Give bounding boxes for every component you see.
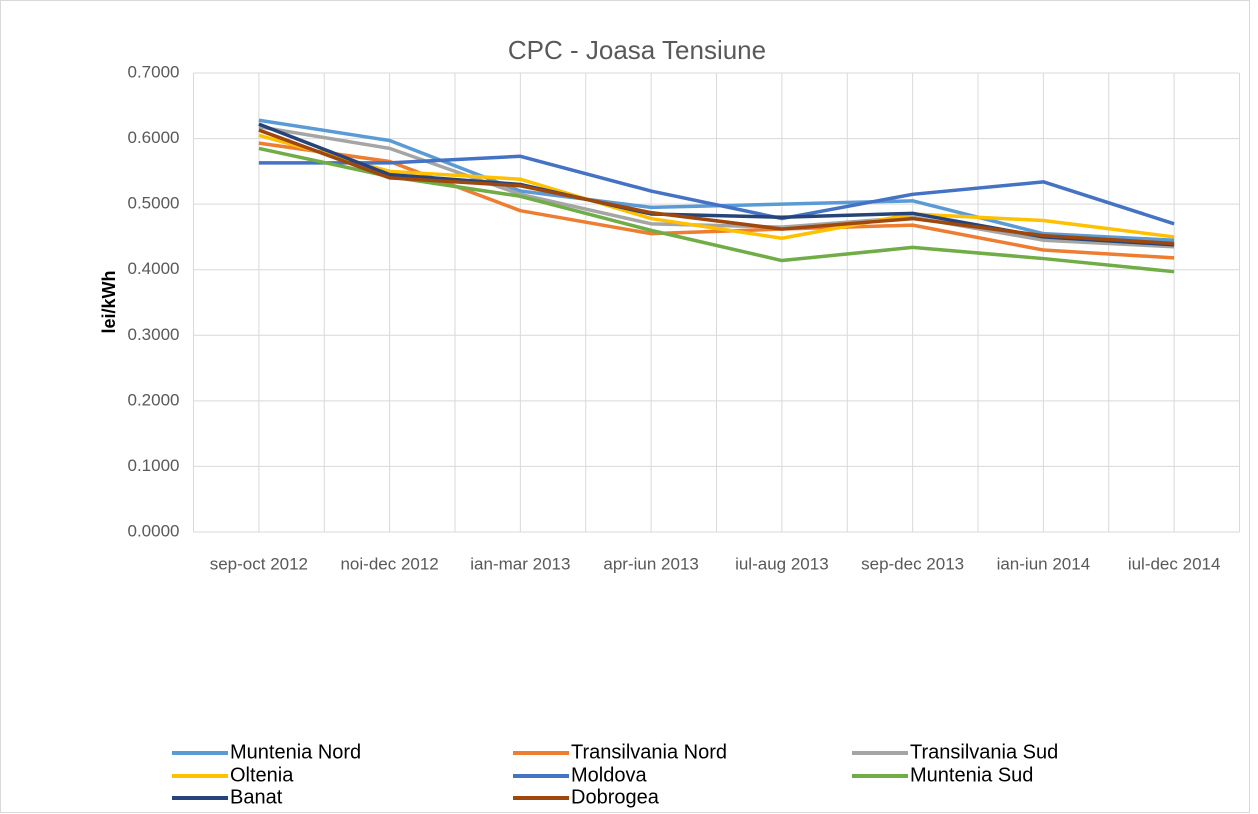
legend-label: Muntenia Nord (230, 741, 361, 763)
y-tick-label: 0.1000 (128, 456, 180, 475)
legend-label: Transilvania Sud (910, 741, 1058, 763)
series-line (258, 133, 1175, 240)
x-tick-label: sep-oct 2012 (210, 554, 308, 573)
legend-label: Moldova (571, 764, 647, 786)
legend-label: Transilvania Nord (571, 741, 727, 763)
x-tick-label: ian-iun 2014 (997, 554, 1091, 573)
x-tick-label: sep-dec 2013 (861, 554, 964, 573)
series-line (258, 141, 1175, 260)
x-tick-label: iul-dec 2014 (1128, 554, 1221, 573)
y-tick-label: 0.4000 (128, 259, 180, 278)
x-tick-label: ian-mar 2013 (470, 554, 570, 573)
series-line (258, 128, 1175, 246)
series-line (258, 125, 1175, 249)
x-tick-label: noi-dec 2012 (340, 554, 438, 573)
y-axis-label: lei/kWh (99, 270, 119, 333)
series-line (258, 154, 1175, 226)
legend-label: Banat (230, 786, 283, 808)
y-tick-label: 0.5000 (128, 194, 180, 213)
y-tick-label: 0.3000 (128, 325, 180, 344)
legend-label: Muntenia Sud (910, 764, 1033, 786)
x-tick-label: apr-iun 2013 (603, 554, 698, 573)
legend-label: Dobrogea (571, 786, 660, 808)
y-tick-label: 0.6000 (128, 128, 180, 147)
y-tick-label: 0.2000 (128, 390, 180, 409)
legend-label: Oltenia (230, 764, 294, 786)
chart-title: CPC - Joasa Tensiune (508, 35, 766, 65)
y-tick-label: 0.7000 (128, 62, 180, 81)
x-tick-label: iul-aug 2013 (735, 554, 829, 573)
y-tick-label: 0.0000 (128, 521, 180, 540)
